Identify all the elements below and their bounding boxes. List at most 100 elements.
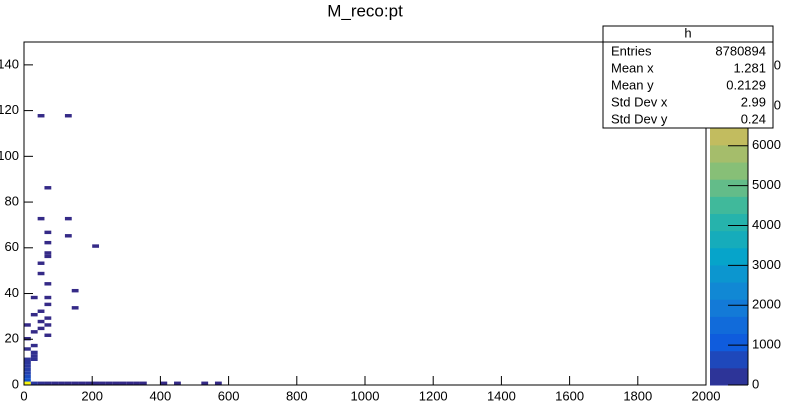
x-tick-label: 2000	[692, 388, 721, 403]
cell	[30, 312, 38, 317]
cell	[71, 288, 79, 293]
cell	[24, 364, 31, 368]
cell	[44, 295, 52, 300]
cell	[92, 381, 100, 385]
stats-frame	[602, 25, 774, 129]
cell	[24, 347, 31, 351]
y-tick-label: 100	[0, 148, 19, 163]
x-tick-label: 1600	[555, 388, 584, 403]
x-tick-label: 800	[286, 388, 308, 403]
colorbar-band	[710, 230, 748, 249]
z-tick-label: 2000	[752, 297, 781, 312]
cell	[37, 216, 45, 221]
y-tick-label: 20	[5, 331, 19, 346]
cell	[24, 378, 31, 382]
cell	[30, 357, 38, 361]
cell	[71, 306, 79, 310]
z-tick-label: 6000	[752, 137, 781, 152]
colorbar-band	[710, 264, 748, 283]
x-tick-label: 600	[218, 388, 240, 403]
colorbar-band	[710, 213, 748, 232]
cell	[160, 381, 168, 385]
y-tick-label: 140	[0, 56, 19, 71]
colorbar-band	[710, 299, 748, 317]
stats-label: Mean x	[611, 60, 654, 75]
cell	[44, 282, 52, 286]
y-tick-label: 80	[5, 194, 19, 209]
cell	[24, 323, 31, 327]
z-tick-label: 3000	[752, 257, 781, 272]
cell	[201, 381, 209, 385]
colorbar-band	[710, 350, 748, 369]
cell	[37, 326, 45, 331]
colorbar-band	[710, 162, 748, 180]
cell	[24, 374, 31, 379]
cell	[37, 114, 45, 118]
cell	[30, 330, 38, 334]
x-tick-label: 1800	[623, 388, 652, 403]
colorbar-band	[710, 196, 748, 214]
colorbar-band	[710, 367, 748, 386]
colorbar-band	[710, 179, 748, 197]
cell	[71, 381, 79, 385]
chart-title: M_reco:pt	[327, 1, 403, 20]
cell	[112, 381, 120, 385]
z-tick-label: 4000	[752, 217, 781, 232]
cell	[99, 381, 106, 385]
stats-label: Entries	[611, 43, 652, 58]
stats-title: h	[684, 25, 691, 40]
cell	[139, 381, 147, 385]
cell	[64, 234, 72, 238]
cell	[37, 261, 45, 265]
cell	[44, 323, 52, 327]
stats-value: 0.2129	[726, 77, 766, 92]
cell	[92, 244, 100, 248]
cell	[51, 381, 59, 385]
cell	[119, 381, 127, 385]
cell	[37, 271, 45, 276]
cell	[126, 381, 134, 385]
x-tick-label: 1400	[487, 388, 516, 403]
x-tick-label: 200	[81, 388, 103, 403]
cell	[37, 319, 45, 324]
stats-label: Mean y	[611, 77, 654, 92]
y-tick-label: 60	[5, 239, 19, 254]
y-tick-label: 120	[0, 102, 19, 117]
colorbar-band	[710, 282, 748, 300]
x-tick-label: 1200	[419, 388, 448, 403]
stats-box: h Entries 8780894 Mean x 1.281 Mean y 0.2129 St…	[602, 25, 774, 129]
x-tick-label: 1000	[351, 388, 380, 403]
cell	[24, 367, 31, 372]
colorbar-band	[710, 316, 748, 335]
cell	[214, 381, 222, 385]
cell	[44, 254, 52, 259]
y-tick-label: 40	[5, 285, 19, 300]
cell	[24, 357, 31, 361]
z-tick-label: 5000	[752, 177, 781, 192]
cell	[58, 381, 65, 385]
cell	[44, 381, 52, 385]
stats-label: Std Dev x	[611, 94, 668, 109]
cell	[30, 350, 38, 355]
stats-value: 1.281	[733, 60, 766, 75]
cell	[24, 360, 31, 365]
cell	[44, 240, 52, 245]
cell	[78, 381, 86, 385]
cell	[44, 302, 52, 307]
cell	[174, 381, 181, 385]
colorbar-band	[710, 247, 748, 266]
cell	[133, 381, 140, 385]
cell	[30, 343, 38, 348]
stats-value: 2.99	[741, 94, 766, 109]
cell	[44, 251, 52, 255]
cell	[44, 316, 52, 320]
cell	[44, 333, 52, 337]
cell	[37, 381, 45, 385]
cell	[44, 230, 52, 235]
stats-value: 0.24	[741, 111, 766, 126]
cell	[30, 354, 38, 358]
cell	[37, 309, 45, 313]
cell	[64, 381, 72, 385]
stats-value: 8780894	[715, 43, 766, 58]
